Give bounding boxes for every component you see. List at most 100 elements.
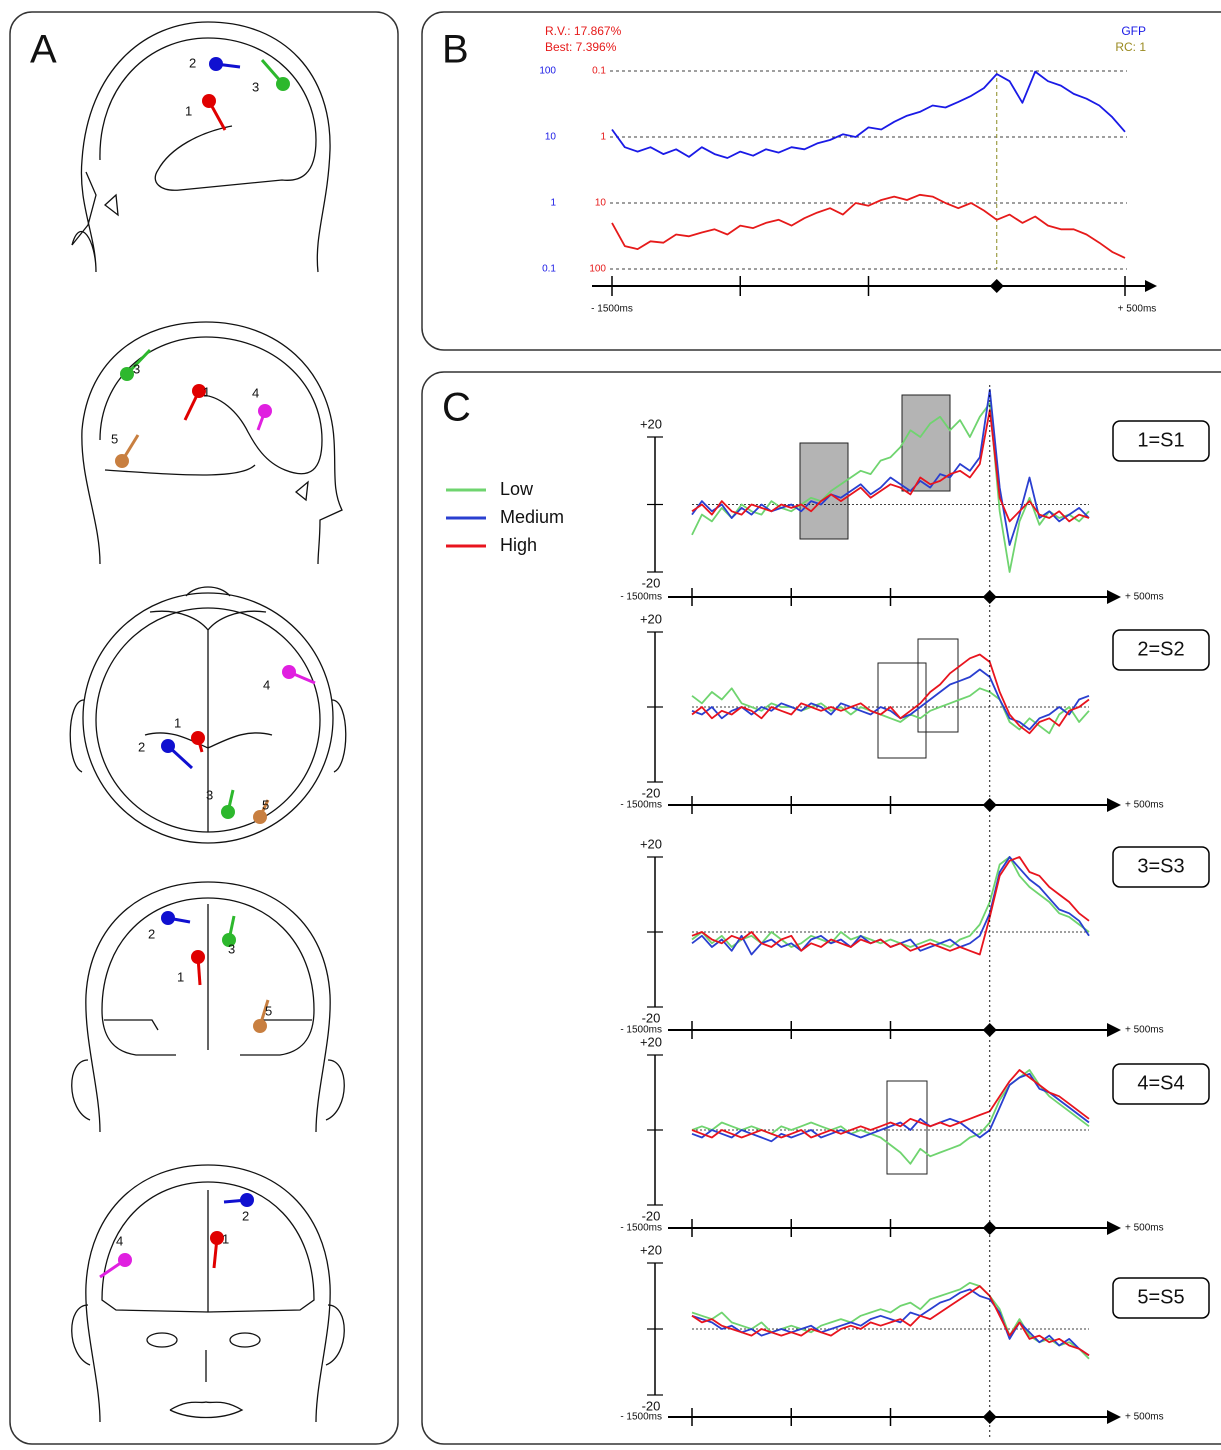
event-marker <box>989 279 1004 293</box>
y-tick-label: -20 <box>642 1208 661 1223</box>
brain-outline <box>101 897 315 1056</box>
dipole <box>161 911 175 925</box>
y-tick-label: +20 <box>640 836 662 851</box>
y-tick-label: 1 <box>550 198 556 209</box>
y-tick-label: +20 <box>640 611 662 626</box>
data-line <box>691 1072 1090 1143</box>
dipole-label: 1 <box>185 103 192 118</box>
dipole <box>253 1019 267 1033</box>
x-tick-label: - 1500ms <box>591 304 633 315</box>
source-box <box>1112 1277 1210 1319</box>
dipole-label: 2 <box>148 926 155 941</box>
window-box <box>901 394 951 492</box>
dipole <box>276 77 290 91</box>
source-label: 1=S1 <box>1137 429 1184 451</box>
dipole-label: 3 <box>133 361 140 376</box>
head-outline <box>85 881 331 1133</box>
source-label: 3=S3 <box>1137 855 1184 877</box>
axis-arrow <box>1107 590 1121 604</box>
y2-tick-label: 1 <box>600 132 606 143</box>
dipole-label: 4 <box>116 1233 123 1248</box>
data-line <box>691 1288 1090 1357</box>
annotation: R.V.: 17.867% <box>545 24 622 38</box>
source-label: 5=S5 <box>1137 1286 1184 1308</box>
y-tick-label: +20 <box>640 1034 662 1049</box>
dipole-label: 2 <box>138 739 145 754</box>
dipole <box>253 810 267 824</box>
dipole-label: 1 <box>177 969 184 984</box>
dipole <box>115 454 129 468</box>
axis-arrow <box>1145 280 1157 292</box>
axis-arrow <box>1107 798 1121 812</box>
x-tick-label: + 500ms <box>1118 304 1157 315</box>
data-line <box>691 1281 1090 1360</box>
axis-arrow <box>1107 1221 1121 1235</box>
window-box <box>877 662 927 759</box>
dipole-label: 4 <box>263 677 270 692</box>
face <box>71 171 119 246</box>
data-line <box>691 1069 1090 1139</box>
dipole-label: 3 <box>206 787 213 802</box>
dipole-label: 1 <box>203 384 210 399</box>
window-box <box>799 442 849 540</box>
source-box <box>1112 420 1210 462</box>
y-tick-label: +20 <box>640 1242 662 1257</box>
y-tick-label: -20 <box>642 1010 661 1025</box>
x-tick-label: + 500ms <box>1125 1025 1164 1036</box>
dipole-label: 5 <box>262 797 269 812</box>
dipole <box>258 404 272 418</box>
data-line <box>691 856 1090 956</box>
head-back: 2 3 1 5 <box>71 881 345 1133</box>
dipole-label: 4 <box>252 385 259 400</box>
x-tick-label: + 500ms <box>1125 1412 1164 1423</box>
event-marker <box>982 1221 997 1235</box>
x-tick-label: - 1500ms <box>620 1412 662 1423</box>
dipole <box>202 94 216 108</box>
dipole <box>120 367 134 381</box>
brain-outline <box>101 1181 315 1313</box>
dipole <box>282 665 296 679</box>
x-tick-label: + 500ms <box>1125 1223 1164 1234</box>
dipole-label: 2 <box>242 1208 249 1223</box>
dipole-label: 3 <box>252 79 259 94</box>
data-line <box>691 402 1090 573</box>
dipole <box>210 1231 224 1245</box>
y-tick-label: -20 <box>642 1398 661 1413</box>
source-box <box>1112 1063 1210 1105</box>
panel-a-frame <box>9 11 399 1445</box>
head-outline <box>82 592 334 844</box>
brain-outline <box>99 37 317 191</box>
window-box <box>917 638 959 733</box>
source-box <box>1112 629 1210 671</box>
axis-arrow <box>1107 1410 1121 1424</box>
legend-label: High <box>500 535 537 555</box>
legend-label: GFP <box>1121 24 1146 38</box>
y2-tick-label: 0.1 <box>592 66 606 77</box>
x-tick-label: - 1500ms <box>620 1223 662 1234</box>
axis-arrow <box>1107 1023 1121 1037</box>
panel-label: C <box>442 386 471 430</box>
panel-label: B <box>442 28 469 72</box>
dipole <box>161 739 175 753</box>
dipole <box>191 731 205 745</box>
data-line <box>691 409 1090 523</box>
panel-b-frame <box>421 11 1221 351</box>
dipole-label: 2 <box>189 55 196 70</box>
x-tick-label: - 1500ms <box>620 800 662 811</box>
x-tick-label: + 500ms <box>1125 800 1164 811</box>
source-label: 4=S4 <box>1137 1072 1184 1094</box>
y-tick-label: -20 <box>642 575 661 590</box>
x-tick-label: - 1500ms <box>620 592 662 603</box>
dipole <box>192 384 206 398</box>
data-line <box>691 668 1090 731</box>
y-tick-label: 10 <box>545 132 557 143</box>
dipole <box>240 1193 254 1207</box>
head-outline <box>85 1164 331 1423</box>
data-line <box>691 388 1090 546</box>
legend-label: Low <box>500 479 534 499</box>
ears <box>71 1059 345 1121</box>
dipole <box>222 933 236 947</box>
ears <box>69 699 347 773</box>
brain-outline <box>99 336 323 476</box>
